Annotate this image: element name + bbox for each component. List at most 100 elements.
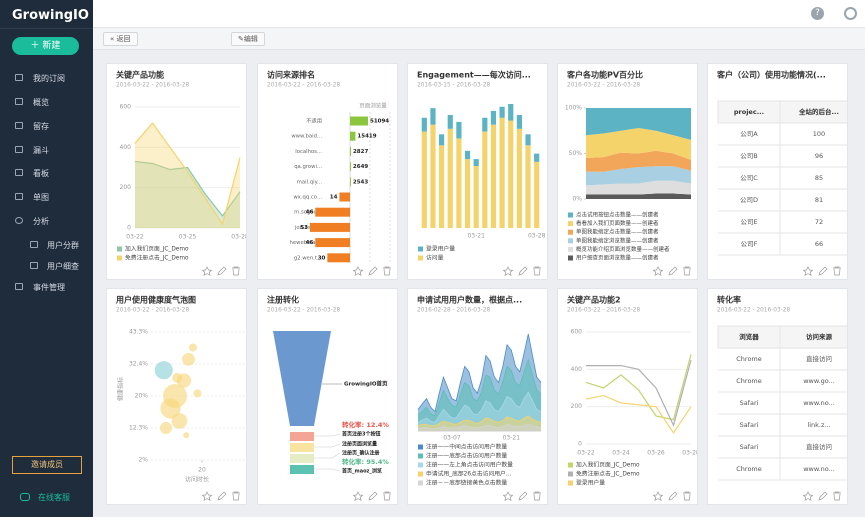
- chart-card[interactable]: 申请试用用户数量，根据点... 2016-02-28 - 2016-03-28 03…: [407, 288, 548, 505]
- edit-icon[interactable]: [217, 491, 227, 501]
- edit-icon[interactable]: [518, 266, 528, 276]
- x-axis-label: 访问时长: [185, 476, 209, 484]
- invite-button[interactable]: 邀请成员: [12, 456, 82, 474]
- card-title: Engagement——每次访问...: [417, 70, 531, 80]
- menu-item[interactable]: 事件管理: [33, 283, 65, 292]
- chart-card[interactable]: 注册转化 2016-03-22 - 2016-03-28 GrowingIO首页 首页…: [257, 288, 398, 505]
- user-icon[interactable]: [844, 7, 857, 20]
- icon: [15, 169, 23, 176]
- star-icon[interactable]: [652, 491, 664, 502]
- cell: 直接访问: [806, 354, 832, 363]
- delete-icon[interactable]: [683, 266, 691, 276]
- delete-icon[interactable]: [833, 266, 841, 276]
- bar: [350, 116, 368, 126]
- star-icon[interactable]: [502, 491, 514, 502]
- menu-item[interactable]: 用户细查: [47, 262, 79, 271]
- edit-icon[interactable]: [818, 491, 828, 501]
- cell: 直接访问: [806, 442, 832, 451]
- card-chart: 关键产品功能 2016-03-22 - 2016-03-28 0 200 400 600 0…: [107, 70, 246, 279]
- edit-icon[interactable]: [368, 266, 378, 276]
- edit-icon[interactable]: [217, 266, 227, 276]
- edit-icon[interactable]: [668, 491, 678, 501]
- card-title: 注册转化: [267, 295, 299, 305]
- delete-icon[interactable]: [232, 266, 240, 276]
- y-tick-label: 20%: [135, 393, 149, 400]
- bubble: [183, 432, 190, 439]
- menu-item[interactable]: 我的订阅: [33, 74, 65, 83]
- bar-segment: [473, 159, 479, 166]
- edit-icon[interactable]: [668, 266, 678, 276]
- value-label: 2543: [353, 179, 368, 185]
- area-band: [586, 150, 691, 172]
- menu-item[interactable]: 漏斗: [33, 146, 49, 155]
- legend-swatch: [418, 471, 423, 477]
- menu-item[interactable]: 分析: [33, 217, 49, 226]
- chart-card[interactable]: 转化率 2016-03-22 - 2016-03-28 浏览器 访问来源 Chrome 直…: [707, 288, 848, 505]
- leader: [314, 452, 341, 459]
- cell: 公司E: [740, 218, 757, 226]
- card-title: 关键产品功能: [116, 70, 164, 80]
- back-button[interactable]: « 返回: [103, 32, 138, 46]
- help-icon[interactable]: ?: [811, 7, 824, 20]
- column-header: 访问来源: [806, 332, 833, 341]
- step-label: 首页注册3个按钮: [342, 431, 380, 438]
- card-title: 访问来源排名: [267, 70, 315, 80]
- bar: [315, 238, 350, 248]
- menu-item[interactable]: 单图: [33, 193, 49, 202]
- menu-item[interactable]: 概览: [33, 98, 49, 107]
- y-tick-label: 0: [127, 225, 131, 232]
- bar-segment: [534, 161, 540, 228]
- card-chart: Engagement——每次访问... 2016-03-15 - 2016-03-…: [408, 70, 547, 279]
- series-line: [417, 333, 542, 413]
- star-icon[interactable]: [352, 266, 364, 277]
- icon: [15, 74, 23, 81]
- star-icon[interactable]: [802, 491, 814, 502]
- funnel-step: [290, 432, 314, 441]
- delete-icon[interactable]: [833, 491, 841, 501]
- menu-item[interactable]: 看板: [33, 169, 49, 178]
- delete-icon[interactable]: [533, 266, 541, 276]
- delete-icon[interactable]: [533, 491, 541, 501]
- delete-icon[interactable]: [383, 491, 391, 501]
- edit-icon[interactable]: [818, 266, 828, 276]
- x-tick-label: 03-25: [179, 234, 197, 241]
- legend-label: 用户细查页面浏览数量——创建者: [576, 254, 659, 262]
- cell: 公司C: [740, 174, 758, 182]
- y-tick-label: 100%: [565, 105, 582, 112]
- support-link[interactable]: 在线客服: [38, 493, 70, 502]
- chart-card[interactable]: 客户各功能PV百分比 2016-03-22 - 2016-03-28 0% 50% 10…: [557, 63, 698, 280]
- edit-button[interactable]: ✎编辑: [231, 32, 265, 46]
- star-icon[interactable]: [802, 266, 814, 277]
- delete-icon[interactable]: [232, 491, 240, 501]
- cell: Safari: [740, 443, 759, 451]
- series-line: [417, 415, 542, 427]
- menu-item[interactable]: 用户分群: [47, 241, 79, 250]
- toolbar: « 返回 ✎编辑: [93, 28, 865, 50]
- star-icon[interactable]: [201, 266, 213, 277]
- star-icon[interactable]: [201, 491, 213, 502]
- star-icon[interactable]: [502, 266, 514, 277]
- chart-card[interactable]: 客户（公司）使用功能情况(... projec... 全站的后台... 公司A 100 公…: [707, 63, 848, 280]
- bar-segment: [430, 108, 436, 125]
- edit-icon[interactable]: [368, 491, 378, 501]
- edit-icon[interactable]: [518, 491, 528, 501]
- chart-card[interactable]: 关键产品功能 2016-03-22 - 2016-03-28 0 200 400 600 0…: [106, 63, 247, 280]
- legend-label: 登录用户量: [426, 245, 455, 253]
- chart-card[interactable]: 用户使用健康度气泡图 2016-03-22 - 2016-03-28 2% 12.3%…: [106, 288, 247, 505]
- divider: [0, 28, 93, 29]
- bar-segment: [447, 115, 453, 129]
- bar-segment: [499, 106, 505, 118]
- delete-icon[interactable]: [683, 491, 691, 501]
- delete-icon[interactable]: [383, 266, 391, 276]
- chart-card[interactable]: 访问来源排名 2016-03-22 - 2016-03-28 页面浏览量 不适用 510…: [257, 63, 398, 280]
- star-icon[interactable]: [652, 266, 664, 277]
- star-icon[interactable]: [352, 491, 364, 502]
- bar-segment: [490, 124, 497, 228]
- legend-label: 单图我能搞定浏览数量——创建者: [576, 236, 659, 244]
- card-chart: 客户（公司）使用功能情况(... projec... 全站的后台... 公司A 100 公…: [708, 70, 847, 279]
- series-line: [585, 394, 692, 434]
- chart-card[interactable]: 关键产品功能2 2016-03-22 - 2016-03-28 0 200 400 600…: [557, 288, 698, 505]
- chart-card[interactable]: Engagement——每次访问... 2016-03-15 - 2016-03-…: [407, 63, 548, 280]
- menu-item[interactable]: 留存: [33, 122, 49, 131]
- new-button[interactable]: ＋ 新建: [12, 37, 79, 55]
